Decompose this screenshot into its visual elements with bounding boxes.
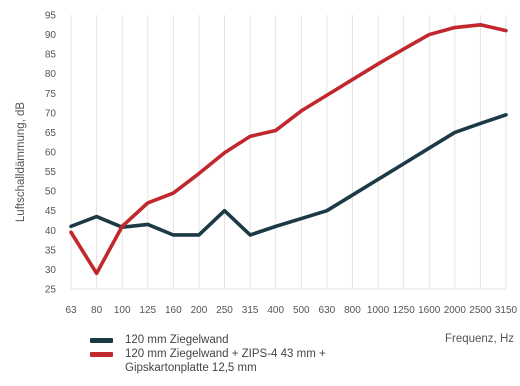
y-tick-label: 60: [45, 148, 57, 159]
legend-swatch: [90, 351, 113, 357]
x-tick-label: 1250: [393, 305, 416, 316]
x-tick-label: 3150: [495, 305, 518, 316]
legend-swatch: [90, 337, 113, 343]
legend-item: 120 mm Ziegelwand + ZIPS-4 43 mm + Gipsk…: [90, 347, 405, 375]
x-tick-label: 250: [216, 305, 233, 316]
y-tick-label: 90: [45, 30, 57, 41]
y-tick-label: 25: [45, 285, 57, 296]
y-axis-ticks: 25 30 35 40 45 50 55 60 65 70 75 80 85 90 95: [45, 11, 57, 296]
series-line: [69, 22, 508, 276]
legend-label: 120 mm Ziegelwand + ZIPS-4 43 mm + Gipsk…: [125, 348, 326, 374]
x-tick-label: 2000: [444, 305, 467, 316]
y-tick-label: 70: [45, 108, 57, 119]
y-tick-label: 80: [45, 69, 57, 80]
x-axis-ticks: 63 80 100 125 160 200 250 315 400 500 630 800 1000 12…: [65, 305, 517, 316]
x-tick-label: 630: [319, 305, 336, 316]
x-tick-label: 100: [114, 305, 131, 316]
legend: 120 mm Ziegelwand 120 mm Ziegelwand + ZI…: [90, 333, 405, 375]
y-tick-label: 95: [45, 11, 57, 22]
series-lines: [69, 22, 508, 276]
y-tick-label: 55: [45, 167, 57, 178]
x-tick-label: 160: [165, 305, 182, 316]
x-tick-label: 200: [191, 305, 208, 316]
series-line: [69, 113, 508, 237]
grid: [70, 15, 507, 290]
x-tick-label: 125: [139, 305, 156, 316]
y-tick-label: 30: [45, 265, 57, 276]
y-tick-label: 40: [45, 226, 57, 237]
x-tick-label: 1600: [418, 305, 441, 316]
y-axis-label: Luftschalldämmung, dB: [15, 102, 27, 223]
x-tick-label: 1000: [367, 305, 390, 316]
legend-label: 120 mm Ziegelwand: [125, 334, 229, 346]
x-tick-label: 500: [293, 305, 310, 316]
y-tick-label: 75: [45, 89, 57, 100]
y-tick-label: 85: [45, 50, 57, 61]
x-tick-label: 400: [267, 305, 284, 316]
x-tick-label: 63: [65, 305, 77, 316]
x-tick-label: 315: [242, 305, 259, 316]
x-axis-label: Frequenz, Hz: [444, 333, 514, 345]
y-tick-label: 35: [45, 245, 57, 256]
x-tick-label: 800: [344, 305, 361, 316]
legend-item: 120 mm Ziegelwand: [90, 333, 405, 347]
y-tick-label: 50: [45, 187, 57, 198]
y-tick-label: 45: [45, 206, 57, 217]
y-tick-label: 65: [45, 128, 57, 139]
x-tick-label: 80: [91, 305, 103, 316]
x-tick-label: 2500: [469, 305, 492, 316]
